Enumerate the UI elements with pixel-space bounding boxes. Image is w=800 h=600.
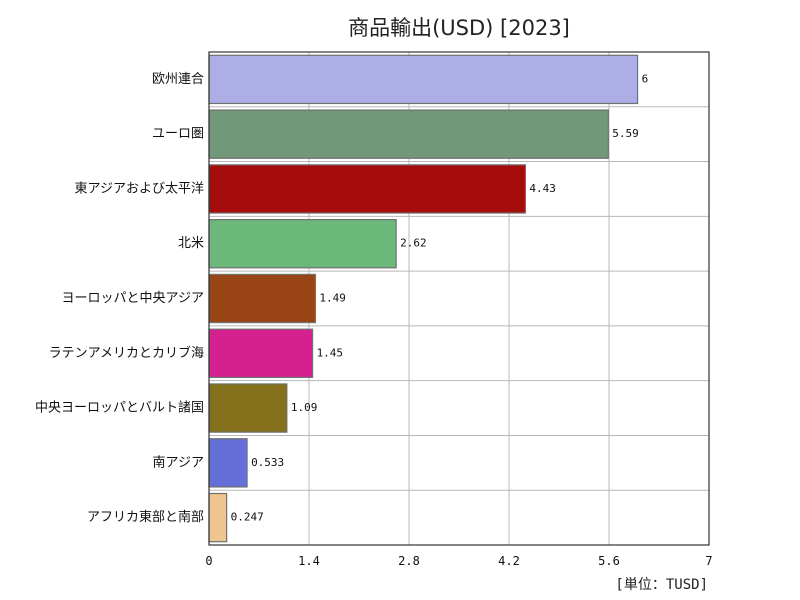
bar xyxy=(208,492,228,543)
plot-frame xyxy=(208,51,710,546)
category-label: アフリカ東部と南部 xyxy=(87,509,204,525)
data-label: 1.49 xyxy=(319,292,346,305)
x-tick-label: 0 xyxy=(205,554,212,568)
category-label: 北米 xyxy=(178,236,204,251)
bar xyxy=(208,109,609,159)
unit-label: [単位：TUSD] xyxy=(615,577,708,593)
data-label: 5.59 xyxy=(612,127,639,140)
data-label: 0.247 xyxy=(231,511,264,524)
data-label: 1.09 xyxy=(291,401,318,414)
bar xyxy=(208,383,288,433)
category-label: 欧州連合 xyxy=(152,72,204,87)
category-label: 南アジア xyxy=(153,454,204,470)
chart-title: 商品輸出(USD) [2023] xyxy=(348,16,570,40)
bar xyxy=(208,328,314,378)
x-tick-label: 4.2 xyxy=(498,554,520,568)
bar xyxy=(208,273,317,324)
bar xyxy=(208,438,248,488)
category-label: ユーロ圏 xyxy=(152,127,204,142)
data-label: 0.533 xyxy=(251,456,284,469)
data-label: 1.45 xyxy=(317,346,344,359)
x-tick-label: 7 xyxy=(705,554,712,568)
category-label: 東アジアおよび太平洋 xyxy=(75,180,204,196)
category-label: ラテンアメリカとカリブ海 xyxy=(49,345,204,361)
data-label: 4.43 xyxy=(529,182,556,195)
data-label: 6 xyxy=(642,72,649,85)
x-tick-label: 5.6 xyxy=(598,554,620,568)
bar xyxy=(208,219,397,269)
bar xyxy=(208,54,639,105)
category-label: 中央ヨーロッパとバルト諸国 xyxy=(35,400,204,416)
category-label: ヨーロッパと中央アジア xyxy=(62,291,204,306)
x-tick-label: 1.4 xyxy=(298,554,320,568)
bar xyxy=(208,164,527,214)
x-tick-label: 2.8 xyxy=(398,554,420,568)
data-label: 2.62 xyxy=(400,237,427,250)
